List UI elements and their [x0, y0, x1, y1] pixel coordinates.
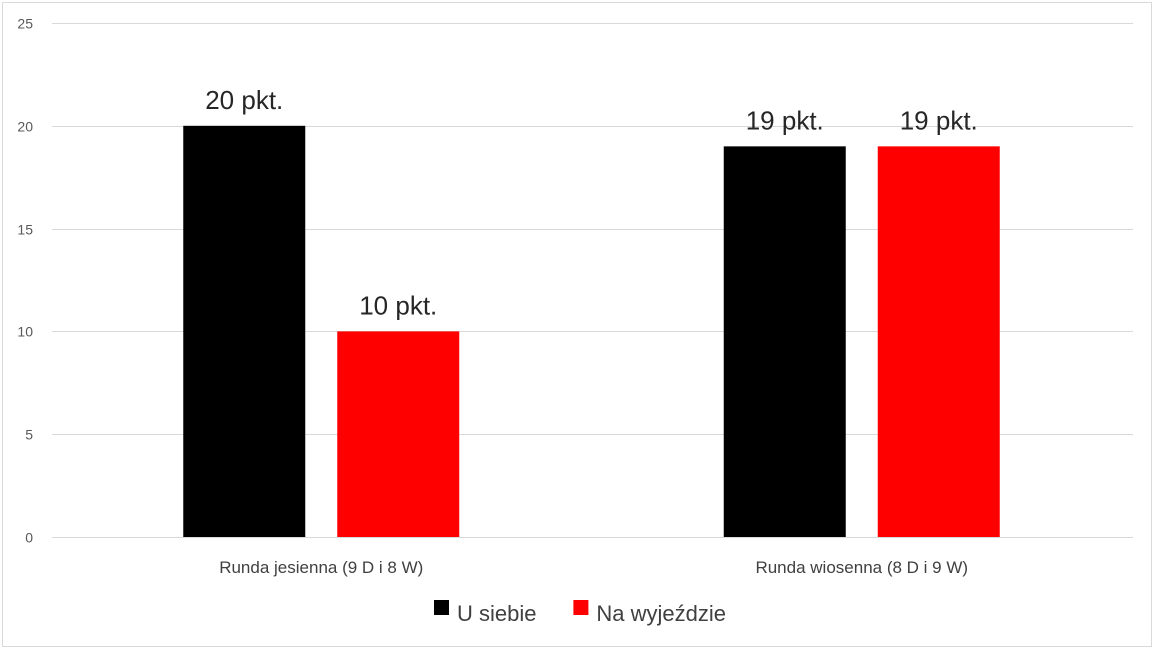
data-labels: 20 pkt. 10 pkt. 19 pkt. 19 pkt.: [205, 85, 978, 321]
category-label: Runda wiosenna (8 D i 9 W): [755, 558, 968, 577]
data-label: 19 pkt.: [900, 105, 978, 135]
y-tick-label: 5: [25, 427, 33, 443]
y-tick-label: 0: [25, 530, 33, 546]
legend-label: Na wyjeździe: [596, 601, 726, 626]
y-tick-label: 25: [17, 16, 33, 32]
bar: [877, 146, 1000, 538]
bars: [183, 125, 1000, 538]
bar: [337, 331, 460, 537]
data-label: 19 pkt.: [746, 105, 824, 135]
legend-swatch: [434, 600, 449, 615]
legend-label: U siebie: [457, 601, 536, 626]
y-axis-ticks: 0 5 10 15 20 25: [17, 16, 33, 546]
category-label: Runda jesienna (9 D i 8 W): [219, 558, 423, 577]
y-tick-label: 15: [17, 222, 33, 238]
x-axis-categories: Runda jesienna (9 D i 8 W) Runda wiosenna…: [219, 558, 968, 577]
y-tick-label: 20: [17, 119, 33, 135]
data-label: 10 pkt.: [359, 290, 437, 320]
data-label: 20 pkt.: [205, 85, 283, 115]
legend: U siebie Na wyjeździe: [434, 600, 726, 626]
bar: [723, 146, 846, 538]
bar: [183, 125, 306, 538]
legend-swatch: [573, 600, 589, 615]
y-tick-label: 10: [17, 324, 33, 340]
